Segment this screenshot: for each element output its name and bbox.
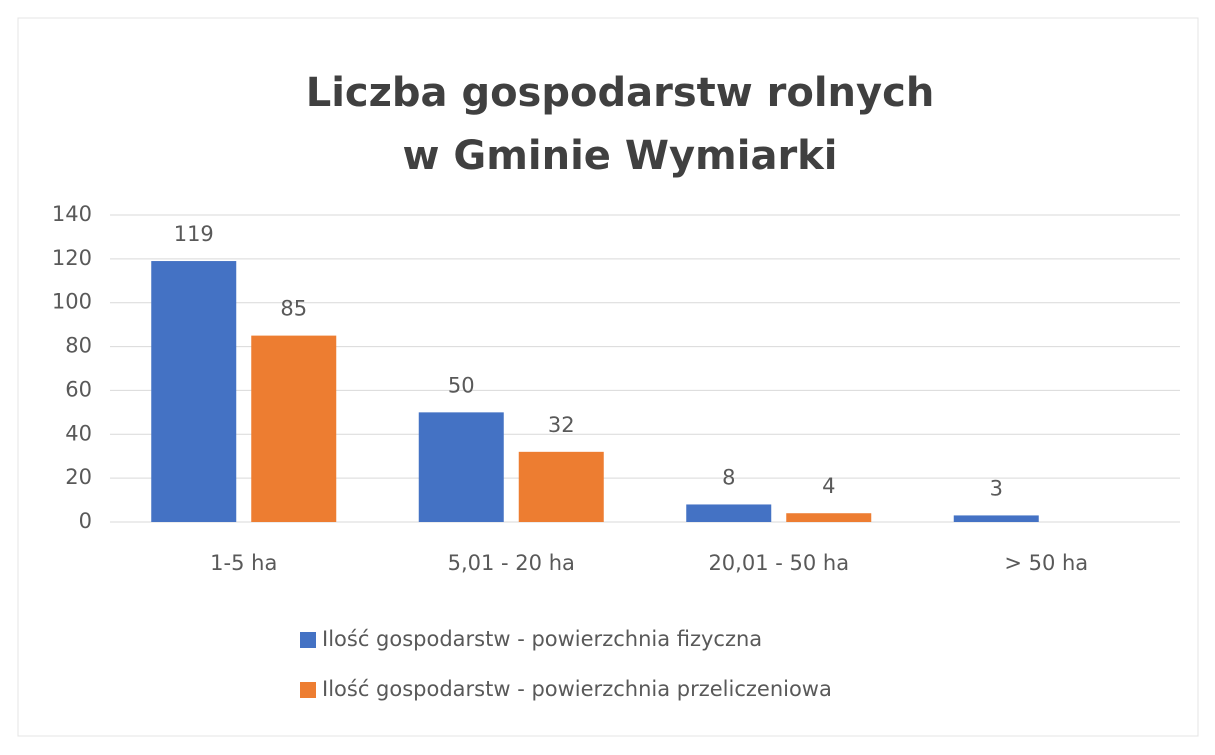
data-label: 4 — [822, 474, 835, 498]
chart-title: Liczba gospodarstw rolnych — [306, 70, 935, 116]
bar — [418, 412, 504, 522]
x-tick-label: 20,01 - 50 ha — [708, 551, 849, 575]
legend-swatch — [300, 682, 316, 698]
chart-title: w Gminie Wymiarki — [403, 133, 838, 179]
legend-label: Ilość gospodarstw - powierzchnia przelic… — [322, 677, 832, 701]
data-label: 50 — [448, 373, 475, 397]
data-label: 119 — [174, 222, 214, 246]
y-tick-label: 60 — [65, 377, 92, 401]
x-tick-label: 5,01 - 20 ha — [448, 551, 575, 575]
data-label: 8 — [722, 465, 735, 489]
bar — [151, 261, 237, 522]
bar — [518, 451, 604, 522]
bar — [786, 513, 872, 522]
bar — [251, 335, 337, 522]
y-tick-label: 0 — [79, 509, 92, 533]
y-tick-label: 100 — [52, 290, 92, 314]
y-tick-label: 40 — [65, 421, 92, 445]
y-tick-label: 120 — [52, 246, 92, 270]
data-label: 85 — [280, 297, 307, 321]
x-tick-label: 1-5 ha — [210, 551, 277, 575]
y-tick-label: 140 — [52, 202, 92, 226]
y-tick-label: 80 — [65, 334, 92, 358]
data-label: 32 — [548, 413, 575, 437]
bar — [686, 504, 772, 522]
bar — [953, 515, 1039, 522]
y-tick-label: 20 — [65, 465, 92, 489]
legend-label: Ilość gospodarstw - powierzchnia fizyczn… — [322, 627, 762, 651]
x-tick-label: > 50 ha — [1004, 551, 1088, 575]
legend-swatch — [300, 632, 316, 648]
data-label: 3 — [990, 476, 1003, 500]
